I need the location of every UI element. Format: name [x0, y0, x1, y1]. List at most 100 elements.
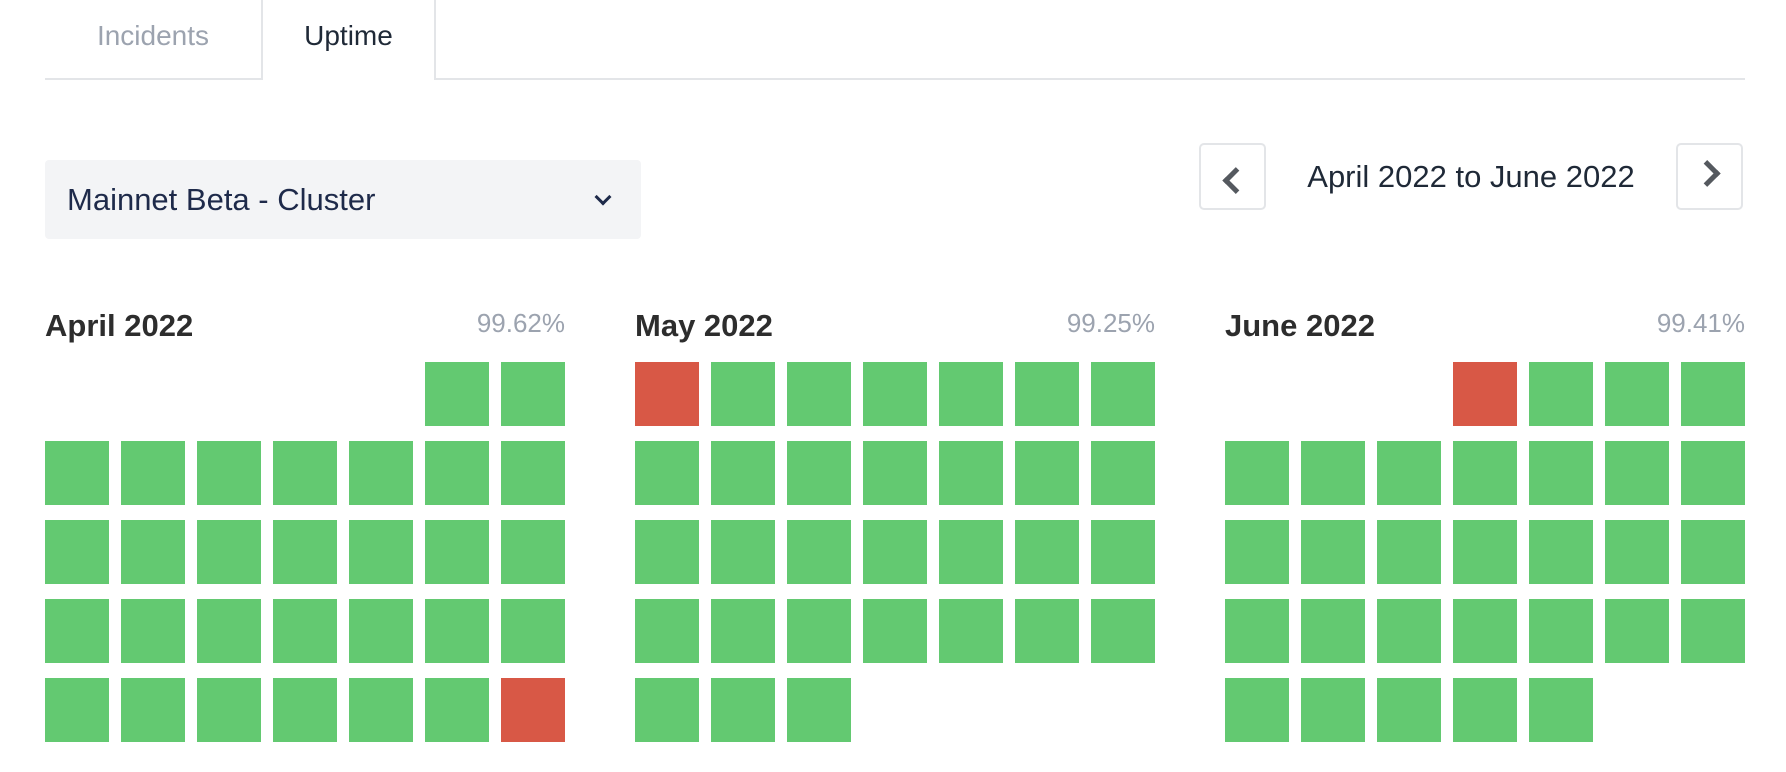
day-cell-operational[interactable] [1681, 362, 1745, 426]
day-cell-incident[interactable] [635, 362, 699, 426]
day-cell-operational[interactable] [635, 678, 699, 742]
day-cell-operational[interactable] [1225, 520, 1289, 584]
day-cell-operational[interactable] [501, 362, 565, 426]
day-cell-operational[interactable] [1225, 441, 1289, 505]
day-cell-operational[interactable] [1605, 599, 1669, 663]
day-cell-operational[interactable] [787, 362, 851, 426]
day-cell-operational[interactable] [45, 599, 109, 663]
day-cell-operational[interactable] [1015, 441, 1079, 505]
day-cell-operational[interactable] [939, 362, 1003, 426]
day-cell-operational[interactable] [1681, 599, 1745, 663]
day-cell-operational[interactable] [1301, 599, 1365, 663]
day-cell-operational[interactable] [939, 520, 1003, 584]
previous-range-button[interactable] [1199, 143, 1266, 210]
day-cell-operational[interactable] [121, 599, 185, 663]
day-cell-operational[interactable] [1453, 520, 1517, 584]
day-cell-operational[interactable] [349, 520, 413, 584]
day-cell-operational[interactable] [197, 441, 261, 505]
day-cell-operational[interactable] [1091, 599, 1155, 663]
day-cell-operational[interactable] [1377, 599, 1441, 663]
day-cell-operational[interactable] [711, 441, 775, 505]
day-cell-operational[interactable] [939, 441, 1003, 505]
month-header: June 2022 99.41% [1225, 300, 1745, 362]
day-cell-operational[interactable] [1225, 599, 1289, 663]
day-cell-operational[interactable] [711, 520, 775, 584]
day-cell-operational[interactable] [1301, 520, 1365, 584]
day-cell-operational[interactable] [45, 441, 109, 505]
day-cell-operational[interactable] [1605, 441, 1669, 505]
day-cell-operational[interactable] [501, 520, 565, 584]
day-cell-operational[interactable] [1015, 599, 1079, 663]
day-cell-incident[interactable] [501, 678, 565, 742]
day-cell-operational[interactable] [1681, 441, 1745, 505]
day-cell-operational[interactable] [197, 599, 261, 663]
day-cell-operational[interactable] [1301, 678, 1365, 742]
day-cell-operational[interactable] [787, 441, 851, 505]
day-cell-operational[interactable] [273, 520, 337, 584]
day-cell-operational[interactable] [425, 678, 489, 742]
day-cell-operational[interactable] [1529, 599, 1593, 663]
day-cell-operational[interactable] [45, 520, 109, 584]
day-cell-operational[interactable] [501, 599, 565, 663]
month-calendar: April 2022 99.62% [45, 300, 565, 742]
tab-incidents[interactable]: Incidents [96, 20, 210, 51]
day-cell-operational[interactable] [1529, 362, 1593, 426]
day-cell-operational[interactable] [501, 441, 565, 505]
next-range-button[interactable] [1676, 143, 1743, 210]
day-cell-operational[interactable] [1091, 441, 1155, 505]
day-cell-operational[interactable] [635, 441, 699, 505]
date-range-label: April 2022 to June 2022 [1307, 158, 1635, 194]
day-cell-operational[interactable] [635, 520, 699, 584]
day-cell-operational[interactable] [863, 520, 927, 584]
day-cell-operational[interactable] [1453, 678, 1517, 742]
day-cell-operational[interactable] [425, 599, 489, 663]
day-cell-operational[interactable] [1301, 441, 1365, 505]
day-cell-operational[interactable] [787, 678, 851, 742]
cluster-select[interactable]: Mainnet Beta - Cluster [45, 160, 641, 239]
day-cell-operational[interactable] [863, 441, 927, 505]
day-cell-operational[interactable] [197, 678, 261, 742]
day-cell-operational[interactable] [711, 678, 775, 742]
day-cell-operational[interactable] [1377, 441, 1441, 505]
day-cell-operational[interactable] [349, 599, 413, 663]
tab-uptime[interactable]: Uptime [261, 0, 436, 80]
day-cell-operational[interactable] [197, 520, 261, 584]
day-cell-operational[interactable] [787, 599, 851, 663]
day-cell-operational[interactable] [349, 441, 413, 505]
day-cell-operational[interactable] [711, 362, 775, 426]
day-cell-operational[interactable] [1529, 520, 1593, 584]
day-cell-operational[interactable] [787, 520, 851, 584]
day-cell-operational[interactable] [1453, 441, 1517, 505]
day-cell-operational[interactable] [1015, 520, 1079, 584]
day-cell-operational[interactable] [349, 678, 413, 742]
day-cell-operational[interactable] [273, 599, 337, 663]
day-cell-operational[interactable] [1453, 599, 1517, 663]
day-cell-operational[interactable] [273, 678, 337, 742]
day-cell-operational[interactable] [635, 599, 699, 663]
day-cell-operational[interactable] [1605, 520, 1669, 584]
day-cell-operational[interactable] [1605, 362, 1669, 426]
day-cell-operational[interactable] [45, 678, 109, 742]
day-cell-operational[interactable] [1091, 362, 1155, 426]
month-title: May 2022 [635, 308, 773, 343]
day-cell-operational[interactable] [1529, 441, 1593, 505]
day-cell-operational[interactable] [711, 599, 775, 663]
day-cell-operational[interactable] [1529, 678, 1593, 742]
day-cell-operational[interactable] [1377, 520, 1441, 584]
day-cell-operational[interactable] [863, 362, 927, 426]
day-cell-operational[interactable] [121, 520, 185, 584]
day-cell-operational[interactable] [1015, 362, 1079, 426]
day-cell-operational[interactable] [121, 678, 185, 742]
day-cell-incident[interactable] [1453, 362, 1517, 426]
day-cell-operational[interactable] [425, 362, 489, 426]
day-cell-operational[interactable] [425, 441, 489, 505]
day-cell-operational[interactable] [1225, 678, 1289, 742]
day-cell-operational[interactable] [273, 441, 337, 505]
day-cell-operational[interactable] [1681, 520, 1745, 584]
day-cell-operational[interactable] [425, 520, 489, 584]
day-cell-operational[interactable] [121, 441, 185, 505]
day-cell-operational[interactable] [939, 599, 1003, 663]
day-cell-operational[interactable] [863, 599, 927, 663]
day-cell-operational[interactable] [1377, 678, 1441, 742]
day-cell-operational[interactable] [1091, 520, 1155, 584]
